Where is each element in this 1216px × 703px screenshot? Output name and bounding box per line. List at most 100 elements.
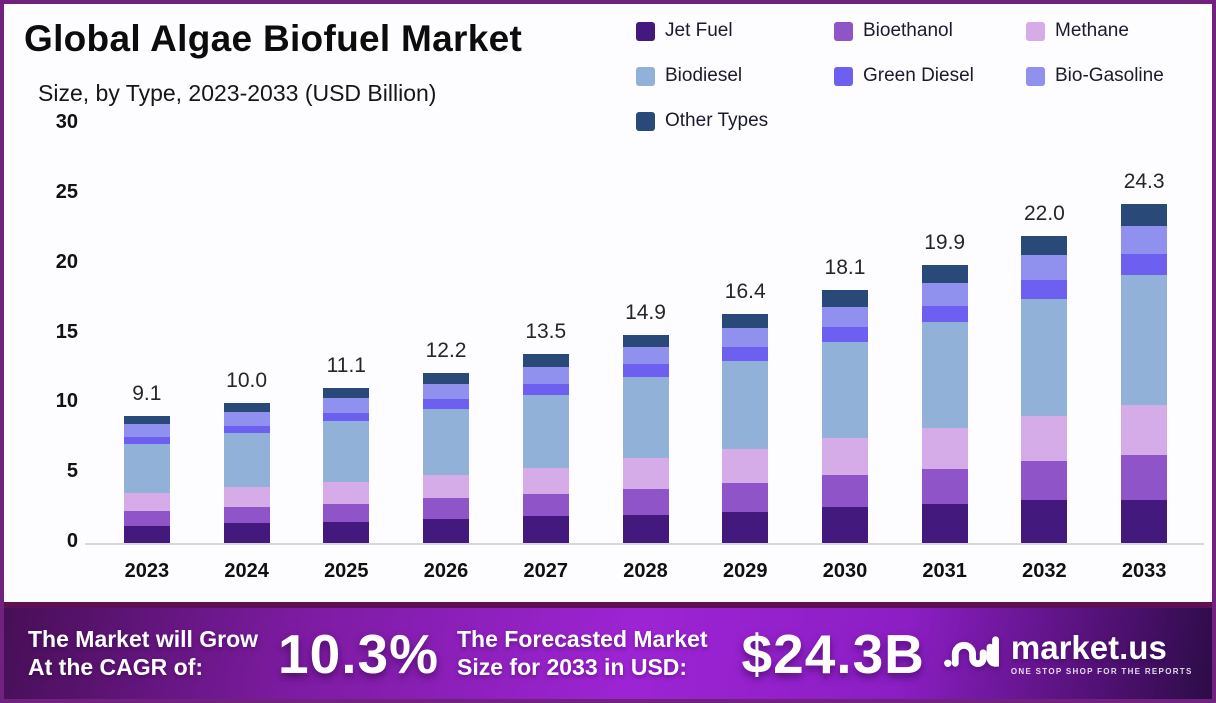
legend-swatch-bioethanol — [834, 21, 853, 41]
bar-segment-methane — [522, 467, 569, 495]
bar-total-label: 14.9 — [625, 300, 666, 324]
bar-segment-jet-fuel — [622, 515, 669, 543]
bar-segment-biodiesel — [223, 432, 270, 488]
legend-label-methane: Methane — [1055, 20, 1129, 41]
bar-total-label: 18.1 — [824, 256, 866, 280]
bar-total-label: 12.2 — [425, 338, 467, 362]
bar-segment-jet-fuel — [921, 503, 968, 543]
bar-segment-biodiesel — [921, 322, 968, 429]
bar-segment-bioethanol — [223, 506, 270, 524]
bar-segment-green-diesel — [921, 305, 968, 323]
x-axis-label-2032: 2032 — [1022, 560, 1067, 582]
bar-segment-other-types — [423, 372, 470, 384]
brand-tagline: ONE STOP SHOP FOR THE REPORTS — [1010, 667, 1193, 676]
chart-title: Global Algae Biofuel Market — [24, 18, 523, 59]
cagr-label-line2: At the CAGR of: — [28, 653, 204, 680]
bar-segment-green-diesel — [821, 326, 868, 342]
legend-swatch-methane — [1026, 21, 1045, 41]
bar-segment-biodiesel — [123, 443, 170, 493]
bar-segment-green-diesel — [123, 436, 170, 444]
bar-segment-methane — [821, 438, 868, 475]
bar-segment-other-types — [722, 313, 769, 328]
bar-segment-bio-gasoline — [323, 397, 370, 414]
legend-label-bio-gasoline: Bio-Gasoline — [1055, 65, 1164, 86]
bar-segment-methane — [722, 449, 769, 483]
bar-segment-biodiesel — [1121, 274, 1168, 405]
bar-segment-bio-gasoline — [722, 327, 769, 348]
brand-logo: market.us ONE STOP SHOP FOR THE REPORTS — [941, 630, 1193, 678]
legend-item-jet-fuel: Jet Fuel — [636, 20, 834, 42]
forecast-value: $24.3B — [741, 622, 925, 685]
bar-segment-biodiesel — [522, 394, 569, 468]
x-axis-label-2033: 2033 — [1121, 560, 1167, 582]
bar-total-label: 22.0 — [1023, 201, 1065, 225]
bar-segment-jet-fuel — [522, 516, 569, 543]
legend-item-biodiesel: Biodiesel — [636, 65, 834, 87]
x-axis-label-2025: 2025 — [324, 560, 369, 582]
chart-subtitle: Size, by Type, 2023-2033 (USD Billion) — [38, 80, 437, 106]
y-axis-tick-label: 0 — [66, 530, 78, 552]
legend-label-biodiesel: Biodiesel — [665, 65, 743, 86]
bar-total-label: 24.3 — [1123, 169, 1165, 193]
bar-segment-biodiesel — [423, 408, 470, 475]
legend-item-methane: Methane — [1026, 20, 1202, 42]
bar-segment-bio-gasoline — [1021, 255, 1068, 281]
bar-segment-biodiesel — [1021, 298, 1068, 416]
bar-segment-jet-fuel — [1021, 499, 1068, 543]
legend-item-green-diesel: Green Diesel — [834, 65, 1026, 87]
legend-swatch-jet-fuel — [636, 21, 655, 41]
plot-area: 0 5 10 15 20 25 30 9.1 2023 10.0 2024 11.1 2025 12.2 2… — [4, 4, 1212, 699]
y-axis-tick-label: 10 — [55, 390, 78, 413]
bar-segment-jet-fuel — [722, 512, 769, 543]
bar-segment-bioethanol — [722, 482, 769, 513]
bar-segment-bioethanol — [622, 488, 669, 516]
bar-segment-bio-gasoline — [821, 306, 868, 327]
brand-name: market.us — [1010, 629, 1167, 666]
y-axis-tick-label: 20 — [55, 250, 78, 273]
cagr-label-line1: The Market will Grow — [28, 625, 259, 652]
x-axis-label-2030: 2030 — [822, 560, 868, 582]
x-axis-label-2023: 2023 — [124, 560, 170, 582]
y-axis-tick-label: 25 — [55, 180, 78, 203]
bar-total-label: 10.0 — [226, 369, 268, 393]
bar-segment-methane — [1021, 415, 1068, 461]
x-axis-label-2024: 2024 — [224, 560, 269, 582]
bar-segment-methane — [423, 474, 470, 499]
legend-label-jet-fuel: Jet Fuel — [665, 20, 733, 41]
bar-segment-green-diesel — [223, 425, 270, 433]
bar-total-label: 13.5 — [525, 320, 567, 344]
bar-segment-jet-fuel — [821, 506, 868, 543]
legend-item-other-types: Other Types — [636, 110, 834, 132]
bar-segment-methane — [622, 457, 669, 489]
y-axis-tick-label: 5 — [66, 460, 78, 483]
legend-swatch-bio-gasoline — [1026, 66, 1045, 86]
x-axis-label-2028: 2028 — [623, 560, 668, 582]
bar-segment-methane — [1121, 404, 1168, 455]
bar-segment-bioethanol — [423, 498, 470, 520]
bar-segment-biodiesel — [821, 341, 868, 439]
bar-segment-bio-gasoline — [921, 283, 968, 306]
bar-segment-other-types — [223, 403, 270, 412]
cagr-value: 10.3% — [278, 622, 439, 685]
bar-segment-jet-fuel — [123, 526, 170, 543]
bar-segment-other-types — [522, 354, 569, 367]
bar-segment-methane — [323, 481, 370, 504]
bar-total-label: 11.1 — [326, 353, 366, 377]
forecast-label-line1: The Forecasted Market — [457, 625, 708, 652]
forecast-label-line2: Size for 2033 in USD: — [457, 653, 688, 680]
legend-label-other-types: Other Types — [665, 110, 769, 131]
bar-segment-other-types — [323, 387, 370, 398]
bar-segment-green-diesel — [522, 383, 569, 395]
bar-segment-green-diesel — [1021, 280, 1068, 299]
bar-total-label: 19.9 — [924, 231, 966, 255]
footer-banner: The Market will Grow At the CAGR of: 10.… — [4, 602, 1212, 699]
legend-swatch-green-diesel — [834, 66, 853, 86]
bar-segment-green-diesel — [1121, 253, 1168, 275]
bar-segment-bio-gasoline — [123, 424, 170, 437]
axis-baseline — [85, 543, 1204, 545]
bar-segment-other-types — [921, 265, 968, 284]
bar-segment-other-types — [1021, 235, 1068, 256]
legend-item-bioethanol: Bioethanol — [834, 20, 1026, 42]
bar-segment-biodiesel — [622, 376, 669, 458]
x-axis-label-2027: 2027 — [523, 560, 569, 582]
